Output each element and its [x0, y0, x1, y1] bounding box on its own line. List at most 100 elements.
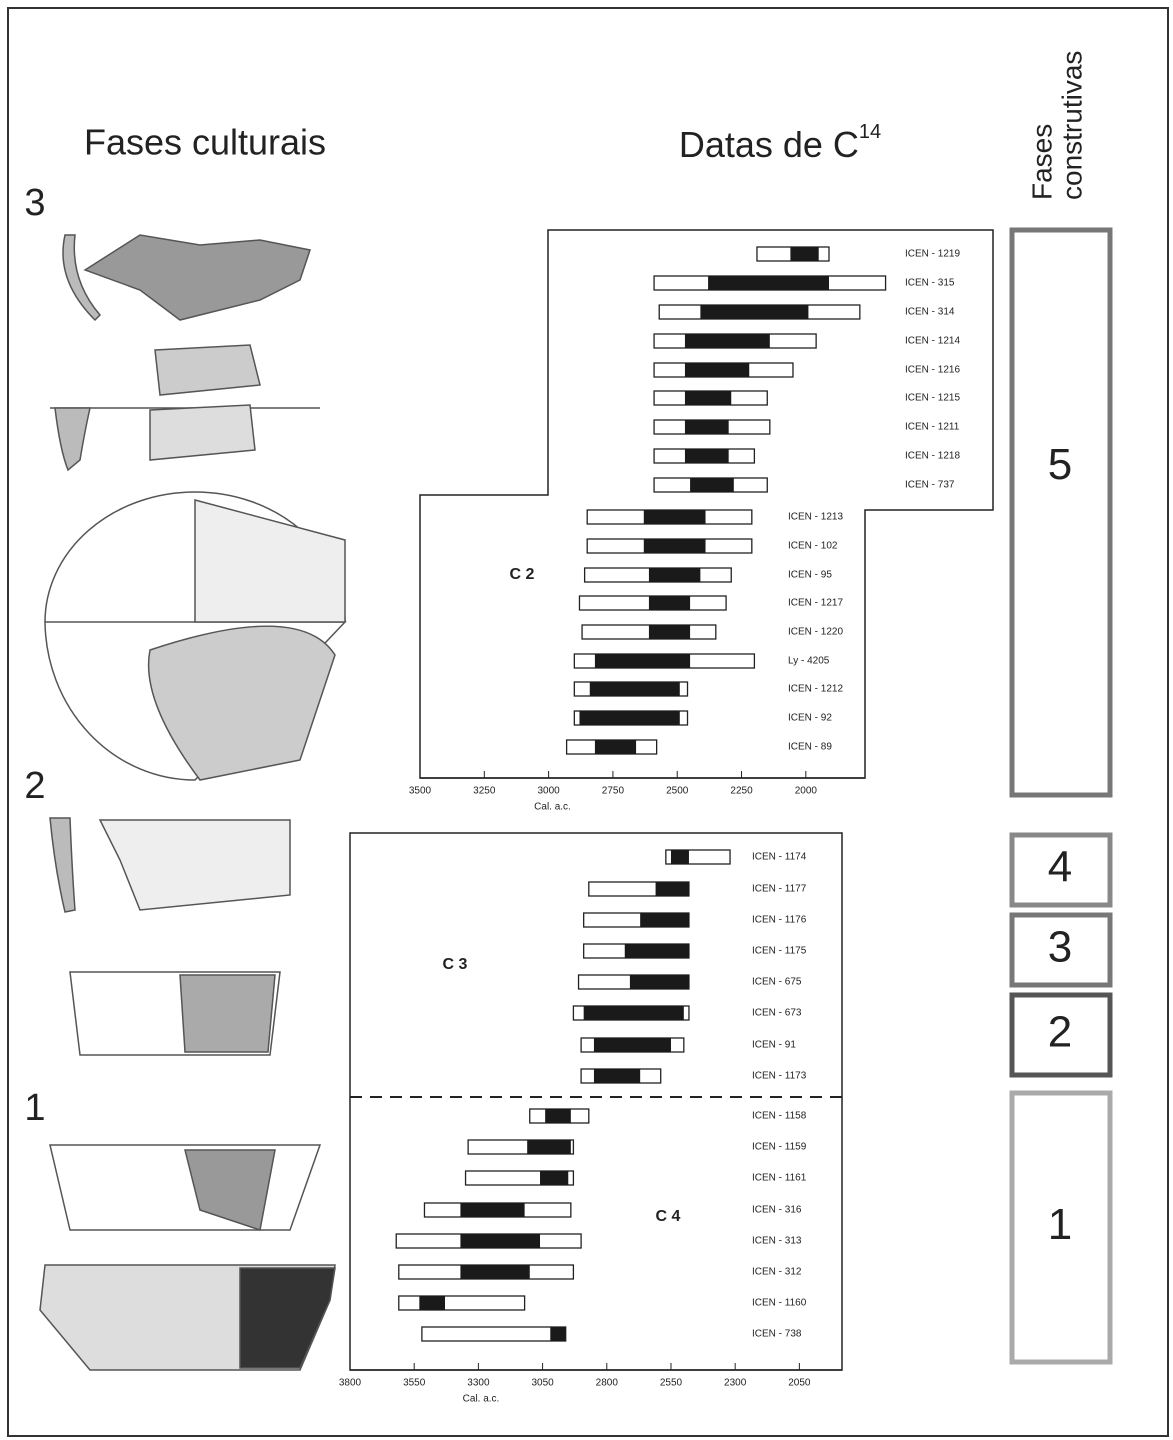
sample-label: ICEN - 1159: [752, 1142, 807, 1153]
x-tick-label: 2300: [724, 1378, 747, 1389]
sample-label: ICEN - 1218: [905, 451, 960, 462]
dark-bar: [648, 625, 691, 639]
dark-bar: [684, 420, 729, 434]
dark-bar: [648, 568, 701, 582]
cultural-phase: 1: [24, 1087, 45, 1129]
construction-phase-label: 2: [1048, 1008, 1072, 1057]
sample-label: ICEN - 95: [788, 570, 832, 581]
dark-bar: [460, 1203, 525, 1217]
dark-bar: [655, 882, 689, 896]
x-tick-label: 3800: [339, 1378, 362, 1389]
x-tick-label: 2000: [795, 786, 818, 797]
construction-phase-box: [1009, 1090, 1113, 1365]
dark-bar: [648, 596, 691, 610]
sample-label: Ly - 4205: [788, 656, 830, 667]
x-axis-label: Cal. a.c.: [463, 1394, 500, 1405]
x-tick-label: 3500: [409, 786, 432, 797]
heading-left: Fases culturais: [84, 122, 326, 163]
sample-label: ICEN - 1213: [788, 512, 843, 523]
sample-label: ICEN - 1158: [752, 1111, 807, 1122]
heading-right-line: Fases: [1026, 124, 1057, 200]
sample-label: ICEN - 314: [905, 307, 955, 318]
sample-label: ICEN - 1215: [905, 393, 960, 404]
range-bar: [421, 1326, 567, 1342]
sample-label: ICEN - 738: [752, 1329, 802, 1340]
sample-label: ICEN - 675: [752, 977, 802, 988]
sample-label: ICEN - 1174: [752, 852, 807, 863]
sample-label: ICEN - 1173: [752, 1071, 807, 1082]
x-axis-label: Cal. a.c.: [534, 802, 571, 813]
construction-phase-box: [1009, 227, 1113, 798]
x-tick-label: 3050: [531, 1378, 554, 1389]
x-tick-label: 3550: [403, 1378, 426, 1389]
construction-phase-label: 4: [1048, 843, 1072, 892]
group-label: C 2: [510, 566, 535, 583]
construction-phase-label: 3: [1048, 923, 1072, 972]
dark-bar: [550, 1327, 566, 1341]
frame: [7, 7, 1169, 1437]
sample-label: ICEN - 1161: [752, 1173, 807, 1184]
x-tick-label: 3300: [467, 1378, 490, 1389]
x-tick-label: 2750: [602, 786, 625, 797]
sample-label: ICEN - 92: [788, 713, 832, 724]
heading-sup: 14: [859, 121, 881, 143]
construction-phase-label: 1: [1048, 1200, 1072, 1249]
dark-bar: [594, 740, 637, 754]
x-tick-label: 3000: [537, 786, 560, 797]
dark-bar: [589, 682, 680, 696]
sample-label: ICEN - 1160: [752, 1298, 807, 1309]
x-tick-label: 3250: [473, 786, 496, 797]
cultural-phase: 2: [24, 765, 45, 807]
sample-label: ICEN - 316: [752, 1205, 802, 1216]
sample-label: ICEN - 1214: [905, 336, 960, 347]
group-label: C 4: [656, 1208, 681, 1225]
dark-bar: [690, 478, 734, 492]
sample-label: ICEN - 1216: [905, 365, 960, 376]
sample-label: ICEN - 1212: [788, 684, 843, 695]
dark-bar: [790, 247, 819, 261]
sample-label: ICEN - 737: [905, 480, 955, 491]
dark-bar: [593, 1038, 671, 1052]
range-bar: [581, 624, 717, 640]
sample-label: ICEN - 89: [788, 742, 832, 753]
dark-bar: [708, 276, 829, 290]
dark-bar: [684, 334, 770, 348]
sample-label: ICEN - 1217: [788, 598, 843, 609]
dark-bar: [640, 913, 689, 927]
x-tick-label: 2800: [596, 1378, 619, 1389]
dark-bar: [579, 711, 680, 725]
dark-bar: [419, 1296, 446, 1310]
heading-text: Datas de C: [679, 124, 859, 165]
dark-bar: [540, 1171, 569, 1185]
dark-bar: [460, 1234, 541, 1248]
sample-label: ICEN - 1219: [905, 249, 960, 260]
sample-label: ICEN - 1220: [788, 627, 843, 638]
heading-center: Datas de C14: [679, 121, 881, 164]
sample-label: ICEN - 1177: [752, 884, 807, 895]
dark-bar: [684, 391, 732, 405]
heading-right: Fases construtivas: [1026, 51, 1087, 200]
dark-bar: [684, 363, 750, 377]
dark-bar: [629, 975, 689, 989]
range-bar: [398, 1295, 526, 1311]
construction-phase-box: [1009, 992, 1113, 1078]
group-label: C 3: [443, 956, 468, 973]
dark-bar: [594, 654, 691, 668]
dark-bar: [700, 305, 809, 319]
construction-phase-label: 5: [1048, 440, 1072, 489]
sample-label: ICEN - 102: [788, 541, 838, 552]
sample-label: ICEN - 91: [752, 1040, 796, 1051]
dark-bar: [624, 944, 689, 958]
dark-bar: [583, 1006, 684, 1020]
sample-label: ICEN - 673: [752, 1008, 802, 1019]
sample-label: ICEN - 1176: [752, 915, 807, 926]
heading-right-line: construtivas: [1056, 51, 1087, 200]
x-tick-label: 2500: [666, 786, 689, 797]
sample-label: ICEN - 312: [752, 1267, 802, 1278]
dark-bar: [545, 1109, 571, 1123]
dark-bar: [670, 850, 689, 864]
sample-label: ICEN - 1211: [905, 422, 960, 433]
x-tick-label: 2550: [660, 1378, 683, 1389]
sample-label: ICEN - 315: [905, 278, 955, 289]
